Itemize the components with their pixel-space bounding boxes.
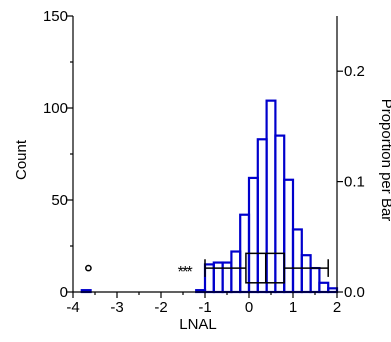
histogram-bars: [80, 99, 339, 294]
x-tick-label-3: -1: [198, 299, 211, 316]
x-axis-label: LNAL: [179, 316, 217, 333]
boxplot-near-outlier-0: *: [178, 264, 184, 281]
boxplot: ***: [85, 252, 329, 284]
y-tick-label-3: 150: [43, 8, 68, 25]
histogram-bar-10: [274, 134, 286, 294]
x-tick-label-6: 2: [333, 299, 341, 316]
y-tick-label-0: 0: [60, 284, 68, 301]
y2-tick-label-0: 0.0: [344, 284, 365, 301]
histogram-bar-15: [318, 281, 330, 294]
y2-axis-label: Proportion per Bar: [378, 99, 391, 222]
histogram-bar-3: [212, 261, 224, 294]
y-tick-label-2: 100: [43, 100, 68, 117]
boxplot-near-outlier-1: *: [182, 264, 188, 281]
x-tick-label-0: -4: [66, 299, 79, 316]
boxplot-near-outlier-2: *: [186, 264, 192, 281]
histogram-bar-12: [291, 228, 303, 294]
x-tick-label-5: 1: [289, 299, 297, 316]
histogram-bar-14: [309, 266, 321, 294]
histogram-bar-4: [221, 261, 233, 294]
histogram-bar-9: [265, 99, 277, 294]
histogram-bar-7: [247, 176, 259, 294]
histogram-bar-5: [230, 250, 242, 294]
boxplot-far-outlier-0: [85, 264, 92, 272]
x-tick-label-4: 0: [245, 299, 253, 316]
histogram-bar-13: [300, 254, 312, 294]
y-tick-label-1: 50: [51, 192, 68, 209]
histogram-bar-11: [283, 178, 295, 294]
y2-tick-label-2: 0.2: [344, 63, 365, 80]
axes: -4 -3 -2 -1 0 1 2 0 50 100 150 0.0 0.1 0.2: [43, 8, 365, 316]
y-axis-label: Count: [13, 139, 30, 180]
x-tick-label-1: -3: [110, 299, 123, 316]
y2-tick-label-1: 0.1: [344, 174, 365, 191]
x-tick-label-2: -2: [154, 299, 167, 316]
